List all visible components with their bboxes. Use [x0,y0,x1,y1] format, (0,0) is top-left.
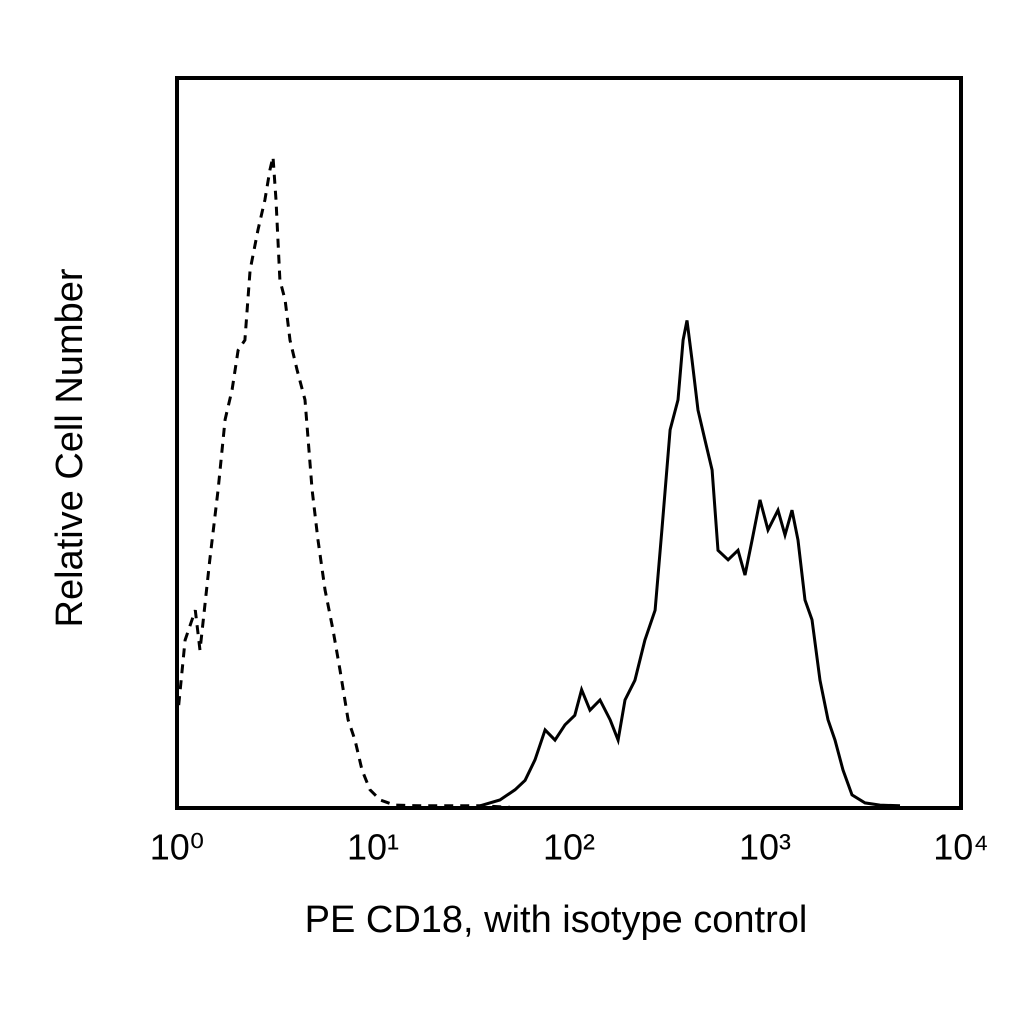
x-tick-label: 10¹ [347,827,399,868]
stained-line [479,320,901,808]
y-axis-label: Relative Cell Number [49,268,91,627]
x-axis-label: PE CD18, with isotype control [305,899,808,941]
x-tick-label: 10² [543,827,595,868]
plot-frame [175,76,963,810]
x-tick-label: 10⁴ [933,827,989,868]
x-tick-label: 10³ [739,827,791,868]
isotype-line [177,156,511,809]
x-tick-label: 10⁰ [150,827,204,868]
